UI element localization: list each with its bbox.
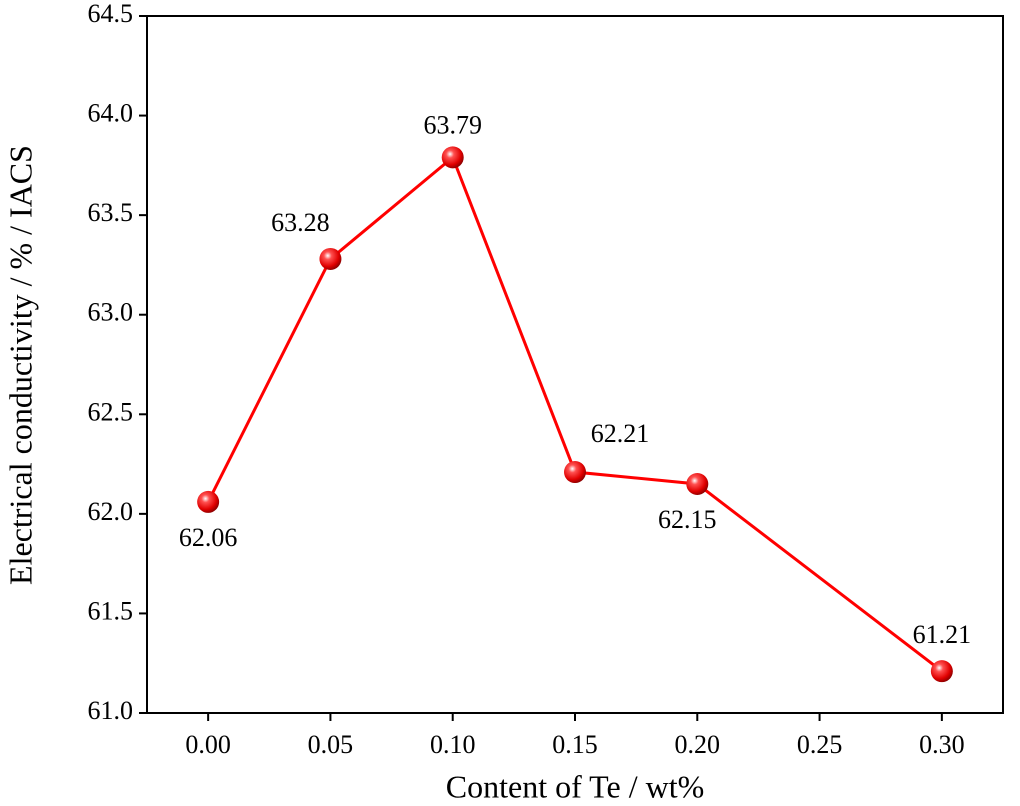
plot-frame bbox=[146, 15, 1004, 714]
data-label: 62.15 bbox=[658, 505, 717, 534]
x-tick-label: 0.20 bbox=[675, 730, 721, 759]
x-tick-label: 0.10 bbox=[430, 730, 476, 759]
marker bbox=[441, 146, 464, 169]
y-tick-label: 62.5 bbox=[88, 397, 134, 426]
y-tick-label: 63.5 bbox=[88, 198, 134, 227]
y-tick-label: 63.0 bbox=[88, 298, 134, 327]
data-label: 62.21 bbox=[591, 419, 650, 448]
x-tick-label: 0.25 bbox=[797, 730, 843, 759]
marker bbox=[930, 660, 953, 683]
marker bbox=[564, 461, 586, 484]
y-tick-label: 61.0 bbox=[88, 696, 134, 725]
y-tick-label: 62.0 bbox=[88, 497, 134, 526]
x-tick-label: 0.15 bbox=[552, 730, 598, 759]
x-tick-label: 0.05 bbox=[308, 730, 354, 759]
y-tick-label: 64.5 bbox=[88, 0, 134, 28]
marker bbox=[197, 490, 220, 513]
x-tick-label: 0.30 bbox=[919, 730, 965, 759]
marker bbox=[319, 247, 342, 270]
data-label: 61.21 bbox=[913, 620, 972, 649]
y-tick-label: 61.5 bbox=[88, 596, 134, 625]
data-label: 63.28 bbox=[271, 208, 330, 237]
y-axis-label: Electrical conductivity / % / IACS bbox=[2, 145, 38, 585]
data-label: 62.06 bbox=[179, 523, 238, 552]
x-axis-label: Content of Te / wt% bbox=[446, 768, 704, 804]
data-label: 63.79 bbox=[423, 110, 482, 139]
marker bbox=[686, 472, 709, 495]
x-tick-label: 0.00 bbox=[185, 730, 231, 759]
line bbox=[206, 154, 943, 673]
y-tick-label: 64.0 bbox=[88, 99, 134, 128]
